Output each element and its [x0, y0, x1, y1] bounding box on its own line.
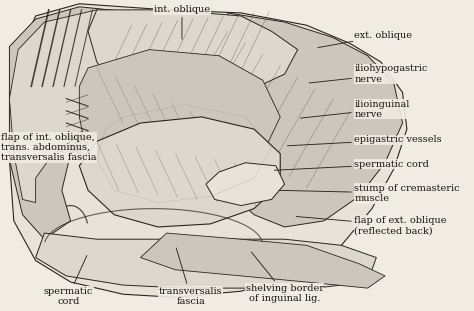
Text: spermatic
cord: spermatic cord — [44, 256, 93, 306]
Polygon shape — [9, 4, 407, 297]
Polygon shape — [36, 233, 376, 288]
Text: ilioinguinal
nerve: ilioinguinal nerve — [301, 100, 410, 119]
Text: ext. oblique: ext. oblique — [318, 31, 412, 48]
Text: int. oblique: int. oblique — [154, 5, 210, 39]
Text: shelving border
of inguinal lig.: shelving border of inguinal lig. — [246, 252, 324, 303]
Polygon shape — [9, 10, 193, 202]
Polygon shape — [140, 233, 385, 288]
Polygon shape — [9, 10, 429, 291]
Text: spermatic cord: spermatic cord — [274, 160, 429, 170]
Polygon shape — [210, 13, 402, 227]
Polygon shape — [206, 163, 284, 206]
Polygon shape — [79, 50, 280, 190]
Text: epigastric vessels: epigastric vessels — [287, 135, 442, 146]
Text: flap of ext. oblique
(reflected back): flap of ext. oblique (reflected back) — [296, 216, 447, 235]
Text: stump of cremasteric
muscle: stump of cremasteric muscle — [279, 183, 460, 203]
Text: transversalis
fascia: transversalis fascia — [159, 248, 222, 306]
Polygon shape — [88, 10, 298, 102]
Polygon shape — [79, 117, 280, 227]
Text: flap of int. oblique,
trans. abdominus,
transversalis fascia: flap of int. oblique, trans. abdominus, … — [1, 132, 97, 162]
Polygon shape — [9, 7, 184, 239]
Text: iliohypogastric
nerve: iliohypogastric nerve — [309, 64, 428, 84]
